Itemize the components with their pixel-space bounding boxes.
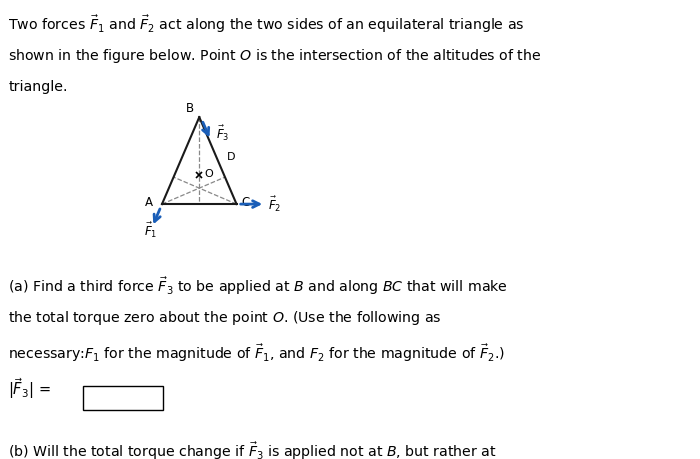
Text: triangle.: triangle. <box>8 80 68 94</box>
Text: (a) Find a third force $\vec{F}_3$ to be applied at $B$ and along $BC$ that will: (a) Find a third force $\vec{F}_3$ to be… <box>8 275 508 297</box>
Text: the total torque zero about the point $O$. (Use the following as: the total torque zero about the point $O… <box>8 309 442 327</box>
Text: O: O <box>204 169 213 179</box>
Text: shown in the figure below. Point $O$ is the intersection of the altitudes of the: shown in the figure below. Point $O$ is … <box>8 47 542 65</box>
Text: Two forces $\vec{F}_1$ and $\vec{F}_2$ act along the two sides of an equilateral: Two forces $\vec{F}_1$ and $\vec{F}_2$ a… <box>8 14 525 35</box>
Text: necessary:$F_1$ for the magnitude of $\vec{F}_1$, and $F_2$ for the magnitude of: necessary:$F_1$ for the magnitude of $\v… <box>8 342 505 364</box>
Text: $\vec{F}_2$: $\vec{F}_2$ <box>267 196 281 214</box>
Text: B: B <box>186 101 195 115</box>
Text: $|\vec{F}_3|$ =: $|\vec{F}_3|$ = <box>8 376 51 401</box>
Text: (b) Will the total torque change if $\vec{F}_3$ is applied not at $B$, but rathe: (b) Will the total torque change if $\ve… <box>8 440 497 459</box>
Text: C: C <box>241 196 250 209</box>
Text: A: A <box>146 196 153 209</box>
Text: $\vec{F}_3$: $\vec{F}_3$ <box>216 124 229 143</box>
Text: D: D <box>227 152 235 162</box>
Text: $\vec{F}_1$: $\vec{F}_1$ <box>144 221 158 240</box>
